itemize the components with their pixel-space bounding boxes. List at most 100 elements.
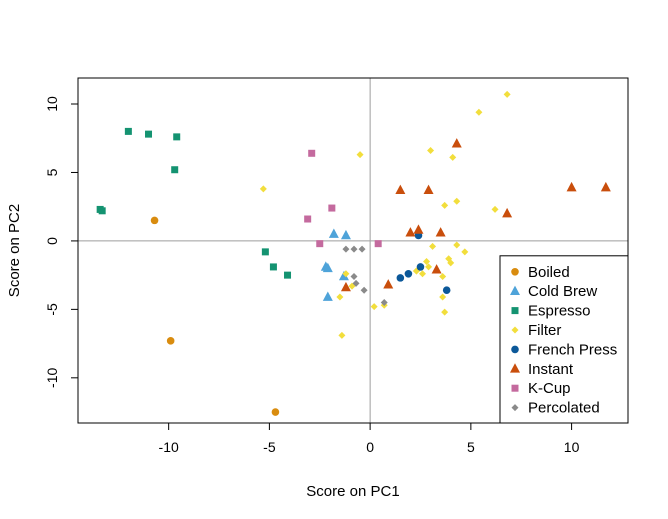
point-instant	[413, 224, 424, 234]
point-instant	[600, 181, 611, 192]
series-cold-brew	[320, 228, 351, 301]
legend-label-instant: Instant	[528, 361, 574, 378]
x-tick-label: 5	[467, 439, 475, 455]
point-filter	[427, 147, 435, 155]
point-instant	[340, 281, 351, 292]
point-instant	[423, 184, 434, 195]
series-espresso	[96, 127, 292, 279]
legend-label-percolated: Percolated	[528, 400, 600, 417]
point-filter	[338, 331, 346, 339]
legend-marker-instant	[510, 363, 520, 373]
legend-label-k-cup: K-Cup	[528, 380, 571, 397]
x-tick-label: 0	[366, 439, 374, 455]
point-percolated	[360, 286, 368, 294]
point-boiled	[166, 337, 175, 345]
series-instant	[340, 138, 611, 292]
point-filter	[503, 90, 511, 98]
point-boiled	[271, 408, 280, 416]
y-tick-label: 0	[44, 237, 60, 245]
point-filter	[439, 293, 447, 301]
point-k-cup	[316, 240, 324, 248]
legend-label-espresso: Espresso	[528, 303, 591, 320]
y-tick-label: 5	[44, 168, 60, 176]
x-axis-title: Score on PC1	[306, 483, 399, 500]
point-k-cup	[308, 149, 316, 157]
point-filter	[423, 257, 431, 265]
point-filter	[475, 108, 483, 116]
data-points	[96, 90, 611, 416]
series-percolated	[342, 245, 388, 307]
point-percolated	[380, 299, 388, 307]
y-tick-label: 10	[44, 96, 60, 112]
point-filter	[491, 205, 499, 213]
legend-label-french-press: French Press	[528, 341, 617, 358]
point-filter	[453, 241, 461, 249]
point-espresso	[269, 263, 277, 271]
y-tick-label: -5	[44, 303, 60, 316]
series-k-cup	[304, 149, 382, 248]
legend-label-filter: Filter	[528, 322, 561, 339]
point-cold-brew	[338, 270, 349, 281]
y-tick-label: -10	[44, 367, 60, 387]
series-filter	[259, 90, 511, 339]
point-filter	[449, 153, 457, 161]
point-cold-brew	[322, 291, 333, 301]
x-tick-label: -10	[159, 439, 179, 455]
point-instant	[451, 138, 462, 148]
plot-frame	[77, 77, 629, 424]
legend-marker-k-cup	[511, 384, 519, 392]
point-percolated	[342, 245, 350, 253]
point-espresso	[145, 130, 153, 138]
point-espresso	[98, 207, 106, 215]
point-percolated	[350, 245, 358, 253]
point-cold-brew	[328, 228, 339, 238]
point-percolated	[352, 279, 360, 287]
point-cold-brew	[340, 229, 351, 240]
legend-box	[499, 255, 629, 424]
point-filter	[441, 308, 449, 316]
series-french-press	[396, 231, 451, 295]
y-axis-title: Score on PC2	[6, 204, 23, 297]
point-filter	[461, 248, 469, 256]
point-espresso	[171, 166, 179, 174]
point-filter	[370, 303, 378, 311]
point-french-press	[396, 274, 405, 282]
legend: Boiled Cold Brew Espresso Filter French Pres…	[499, 255, 629, 424]
legend-marker-cold-brew	[510, 285, 520, 295]
legend-marker-espresso	[511, 307, 519, 315]
point-instant	[566, 181, 577, 192]
legend-label-cold-brew: Cold Brew	[528, 283, 597, 300]
point-k-cup	[328, 204, 336, 212]
point-filter	[419, 270, 427, 278]
point-percolated	[358, 245, 366, 253]
point-espresso	[284, 271, 292, 279]
legend-marker-filter	[511, 326, 519, 334]
point-french-press	[442, 286, 451, 295]
x-tick-label: -5	[263, 439, 276, 455]
point-filter	[259, 185, 267, 193]
point-filter	[336, 293, 344, 301]
point-instant	[395, 184, 406, 195]
point-filter	[439, 273, 447, 281]
point-instant	[431, 264, 442, 274]
point-cold-brew	[322, 262, 333, 273]
legend-marker-boiled	[511, 268, 519, 276]
point-filter	[429, 242, 437, 250]
point-filter	[425, 263, 433, 271]
point-instant	[383, 279, 394, 289]
point-k-cup	[374, 240, 382, 248]
legend-marker-percolated	[511, 404, 519, 412]
point-k-cup	[304, 215, 312, 223]
point-espresso	[173, 133, 181, 141]
point-instant	[405, 227, 416, 237]
legend-marker-french-press	[511, 345, 519, 354]
point-boiled	[150, 216, 159, 225]
series-boiled	[150, 216, 280, 416]
point-instant	[435, 227, 446, 237]
point-espresso	[261, 248, 269, 256]
point-espresso	[124, 127, 132, 135]
point-filter	[356, 151, 364, 159]
legend-label-boiled: Boiled	[528, 264, 570, 281]
point-filter	[342, 270, 350, 278]
